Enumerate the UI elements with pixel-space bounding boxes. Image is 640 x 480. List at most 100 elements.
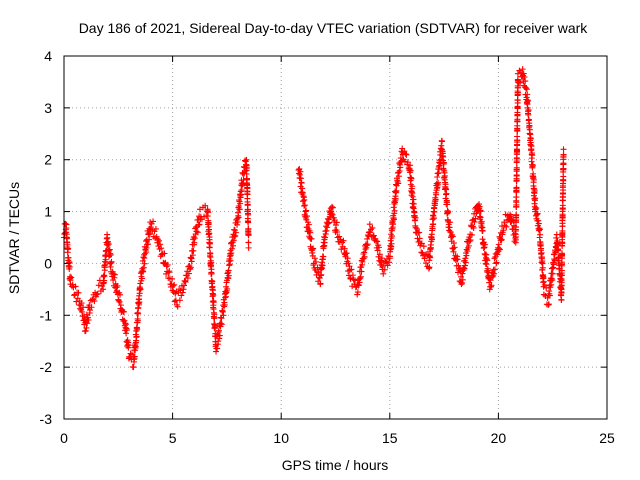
- data-point-cluster: [532, 206, 539, 213]
- data-point-cluster: [369, 224, 376, 231]
- x-tick-label: 25: [599, 430, 615, 446]
- data-point-cluster: [496, 246, 503, 253]
- data-point: [245, 244, 252, 251]
- data-point-cluster: [514, 84, 521, 91]
- data-point-cluster: [404, 159, 411, 166]
- x-tick-label: 10: [273, 430, 289, 446]
- data-point-cluster: [191, 241, 198, 248]
- data-point-cluster: [381, 266, 388, 273]
- data-point-cluster: [307, 229, 314, 236]
- data-point-cluster: [560, 187, 567, 194]
- data-point-cluster: [519, 66, 526, 73]
- data-point-cluster: [152, 225, 159, 232]
- data-point-cluster: [466, 238, 473, 245]
- data-point-cluster: [145, 230, 152, 237]
- data-point-cluster: [513, 201, 520, 208]
- data-point-cluster: [140, 268, 147, 275]
- data-point-cluster: [323, 227, 330, 234]
- data-points: [61, 66, 567, 371]
- data-point-cluster: [170, 282, 177, 289]
- data-point-cluster: [514, 111, 521, 118]
- data-point-cluster: [210, 299, 217, 306]
- data-point-cluster: [232, 229, 239, 236]
- data-point-cluster: [156, 237, 163, 244]
- data-point-cluster: [333, 219, 340, 226]
- data-point-cluster: [343, 250, 350, 257]
- data-point-cluster: [374, 247, 381, 254]
- data-point-cluster: [560, 153, 567, 160]
- data-point-cluster: [454, 256, 461, 263]
- data-point-cluster: [440, 166, 447, 173]
- data-point-cluster: [513, 184, 520, 191]
- data-point-cluster: [530, 176, 537, 183]
- data-point-cluster: [139, 267, 146, 274]
- data-point-cluster: [514, 128, 521, 135]
- data-point-cluster: [427, 244, 434, 251]
- data-point-cluster: [366, 221, 373, 228]
- data-point-cluster: [236, 206, 243, 213]
- data-point-cluster: [503, 223, 510, 230]
- data-point-cluster: [171, 298, 178, 305]
- data-point-cluster: [115, 297, 122, 304]
- data-point-cluster: [488, 282, 495, 289]
- data-point-cluster: [361, 253, 368, 260]
- data-point-cluster: [121, 317, 128, 324]
- data-point-cluster: [387, 237, 394, 244]
- data-point-cluster: [132, 344, 139, 351]
- data-point-cluster: [357, 275, 364, 282]
- data-point-cluster: [481, 241, 488, 248]
- data-point-cluster: [298, 179, 305, 186]
- data-point-cluster: [337, 236, 344, 243]
- data-point-cluster: [211, 314, 218, 321]
- data-point-cluster: [123, 327, 130, 334]
- data-point-cluster: [356, 279, 363, 286]
- data-point-cluster: [62, 220, 69, 227]
- data-point-cluster: [450, 248, 457, 255]
- data-point-cluster: [559, 223, 566, 230]
- data-point-cluster: [514, 70, 521, 77]
- data-point-cluster: [234, 221, 241, 228]
- data-point-cluster: [202, 202, 209, 209]
- data-point-cluster: [499, 231, 506, 238]
- data-point-cluster: [389, 233, 396, 240]
- data-point-cluster: [408, 175, 415, 182]
- data-point-cluster: [513, 164, 520, 171]
- data-point-cluster: [111, 271, 118, 278]
- data-point-cluster: [176, 286, 183, 293]
- data-point-cluster: [95, 282, 102, 289]
- data-point-cluster: [244, 191, 251, 198]
- data-point-cluster: [244, 175, 251, 182]
- x-tick-label: 0: [60, 430, 68, 446]
- data-point-cluster: [163, 263, 170, 270]
- data-point-cluster: [367, 226, 374, 233]
- data-point-cluster: [535, 217, 542, 224]
- data-point-cluster: [450, 240, 457, 247]
- data-point-cluster: [78, 300, 85, 307]
- data-point-cluster: [403, 151, 410, 158]
- data-point-cluster: [171, 281, 178, 288]
- data-point-cluster: [238, 191, 245, 198]
- data-point-cluster: [421, 255, 428, 262]
- data-point-cluster: [559, 251, 566, 258]
- data-point-cluster: [316, 275, 323, 282]
- data-point-cluster: [80, 304, 87, 311]
- data-point-cluster: [142, 238, 149, 245]
- data-point-cluster: [150, 218, 157, 225]
- data-point-cluster: [534, 210, 541, 217]
- data-point-cluster: [97, 288, 104, 295]
- data-point-cluster: [467, 237, 474, 244]
- data-point-cluster: [487, 277, 494, 284]
- data-point-cluster: [416, 229, 423, 236]
- data-point-cluster: [513, 172, 520, 179]
- data-point-cluster: [107, 251, 114, 258]
- data-point-cluster: [166, 268, 173, 275]
- data-point-cluster: [305, 221, 312, 228]
- data-point-cluster: [186, 263, 193, 270]
- data-point-cluster: [101, 267, 108, 274]
- data-point-cluster: [402, 151, 409, 158]
- data-point-cluster: [397, 164, 404, 171]
- data-point-cluster: [514, 105, 521, 112]
- data-point-cluster: [354, 289, 361, 296]
- data-point-cluster: [431, 208, 438, 215]
- data-point-cluster: [514, 76, 521, 83]
